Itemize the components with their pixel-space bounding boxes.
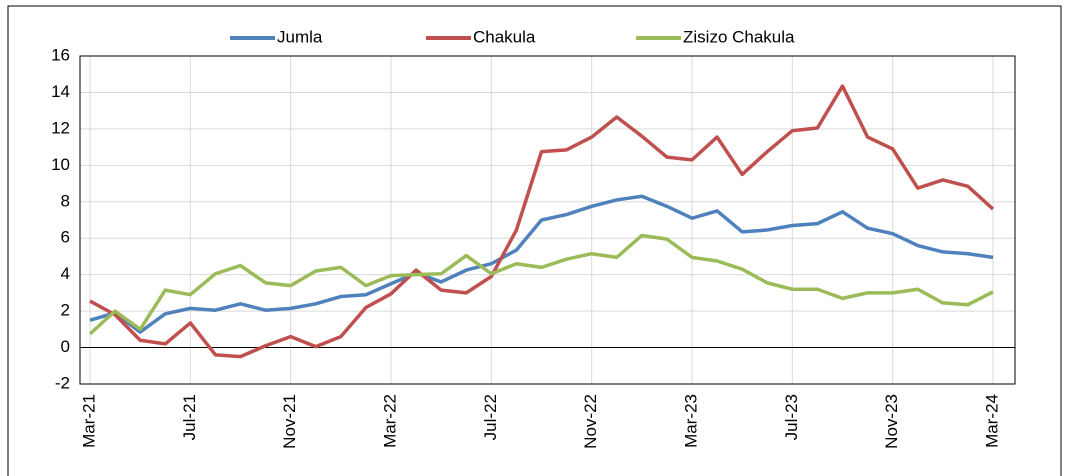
x-tick-label: Nov-23	[882, 394, 901, 449]
x-tick-label: Jul-23	[782, 394, 801, 440]
y-tick-label: 6	[61, 228, 70, 247]
x-tick-label: Mar-23	[681, 394, 700, 448]
x-tick-label: Mar-21	[79, 394, 98, 448]
legend-label: Jumla	[277, 27, 323, 46]
series-line	[89, 84, 995, 359]
y-tick-label: 2	[61, 301, 70, 320]
lines	[88, 84, 995, 359]
x-tick-label: Mar-24	[982, 394, 1001, 448]
y-tick-label: -2	[55, 373, 70, 392]
x-tick-label: Jul-21	[180, 394, 199, 440]
x-tick-label: Jul-22	[481, 394, 500, 440]
y-tick-label: 4	[61, 264, 70, 283]
series-line	[88, 233, 994, 336]
y-tick-label: 10	[51, 155, 70, 174]
y-tick-label: 14	[51, 82, 70, 101]
labels: -2 0 2 4 6 8 10 12 14 16 Mar-21 Jul-21 Nov-21 Mar-22 J…	[51, 27, 1001, 448]
x-tick-label: Mar-22	[380, 394, 399, 448]
y-tick-label: 0	[61, 337, 70, 356]
x-tick-label: Nov-22	[581, 394, 600, 449]
y-tick-label: 8	[61, 191, 70, 210]
y-tick-label: 12	[51, 118, 70, 137]
plot-border	[79, 55, 1016, 385]
grid	[79, 55, 1016, 385]
chart-border	[7, 5, 1062, 476]
x-tick-label: Nov-21	[280, 394, 299, 449]
legend-label: Chakula	[473, 27, 536, 46]
y-tick-label: 16	[51, 45, 70, 64]
series-line	[89, 194, 994, 334]
legend-label: Zisizo Chakula	[683, 27, 795, 46]
